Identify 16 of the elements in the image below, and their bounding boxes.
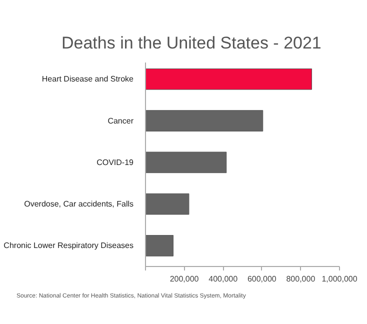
y-tick-label: COVID-19 (96, 158, 134, 167)
y-tick-label: Chronic Lower Respiratory Diseases (4, 241, 134, 250)
bar (146, 193, 190, 215)
y-tick-label: Overdose, Car accidents, Falls (24, 200, 134, 209)
x-tick-label: 400,000 (208, 274, 238, 284)
x-tick-label: 800,000 (286, 274, 316, 284)
x-tick-label: 600,000 (247, 274, 277, 284)
y-tick-label: Heart Disease and Stroke (42, 74, 134, 84)
x-tick-label: 1,000,000 (322, 274, 358, 284)
chart-title: Deaths in the United States - 2021 (62, 34, 322, 52)
bar (146, 68, 312, 90)
bar (146, 152, 227, 174)
y-tick-label: Cancer (108, 116, 134, 126)
x-tick-label: 200,000 (170, 274, 200, 284)
bar (146, 235, 174, 256)
bar (146, 110, 264, 132)
